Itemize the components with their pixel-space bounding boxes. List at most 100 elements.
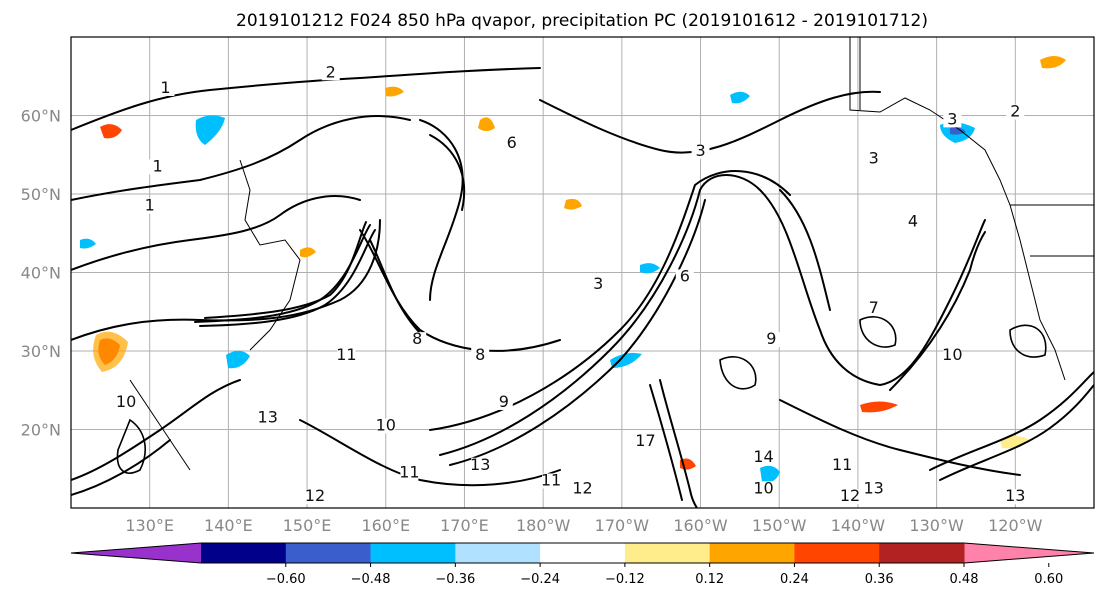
lat-tick-label: 30°N	[21, 342, 61, 361]
contour-label-bg	[156, 80, 175, 96]
contour-line	[71, 194, 361, 271]
contour-line	[779, 189, 831, 311]
contour-label-bg	[400, 465, 419, 481]
contour-label: 17	[635, 431, 655, 450]
shade-negative	[226, 350, 250, 369]
contour-label: 13	[470, 455, 490, 474]
colorbar-extend-max	[964, 543, 1094, 563]
colorbar-segment	[879, 543, 965, 563]
contour-label: 1	[145, 196, 155, 215]
shade-positive-high	[100, 124, 122, 139]
contour-closed	[116, 418, 146, 474]
contour-label-bg	[841, 489, 860, 505]
contour-label: 14	[753, 447, 773, 466]
colorbar-tick-label: 0.12	[695, 572, 724, 587]
contour-line	[429, 170, 791, 431]
colorbar-tick-label: −0.36	[435, 572, 475, 587]
contour-label-bg	[1006, 104, 1025, 120]
map-frame	[70, 36, 1095, 509]
lon-tick-label: 180°W	[516, 516, 571, 535]
colorbar-segment	[794, 543, 880, 563]
contour-label: 7	[869, 298, 879, 317]
contour-label: 3	[947, 109, 957, 128]
lon-tick-label: 130°E	[125, 516, 174, 535]
contour-line	[71, 379, 241, 481]
colorbar-tick-label: −0.12	[605, 572, 645, 587]
lon-tick-label: 160°E	[361, 516, 410, 535]
contour-label-bg	[943, 347, 962, 363]
contour-label-bg	[636, 434, 655, 450]
contour-label-bg	[864, 151, 883, 167]
shade-positive	[564, 198, 582, 210]
contour-label-bg	[408, 332, 427, 348]
contour-label: 8	[412, 329, 422, 348]
contour-line	[889, 231, 986, 391]
contour-label-bg	[573, 481, 592, 497]
contour-label: 11	[399, 463, 419, 482]
contour-label-bg	[337, 347, 356, 363]
contour-line	[71, 219, 381, 341]
contour-label: 3	[869, 149, 879, 168]
colorbar-extend-min	[71, 543, 201, 563]
colorbar-tick-label: 0.36	[865, 572, 894, 587]
colorbar-segment	[540, 543, 626, 563]
contour-line	[539, 90, 881, 154]
contour-label: 8	[475, 345, 485, 364]
contour-closed	[719, 356, 757, 390]
contour-label: 12	[305, 486, 325, 505]
contour-label: 13	[1005, 486, 1025, 505]
contour-label: 11	[541, 470, 561, 489]
lon-tick-label: 150°E	[283, 516, 332, 535]
contour-label-bg	[376, 418, 395, 434]
coastline-asia-south	[129, 379, 191, 471]
contour-label: 4	[908, 211, 918, 230]
precipitation-pc-shading	[80, 56, 1066, 483]
contour-line	[449, 199, 706, 466]
contour-label: 3	[593, 274, 603, 293]
contour-label-bg	[904, 214, 923, 230]
contour-label: 12	[840, 486, 860, 505]
contour-label: 13	[863, 478, 883, 497]
contour-label: 2	[326, 62, 336, 81]
contour-label-bg	[258, 410, 277, 426]
colorbar: −0.60 −0.48 −0.36 −0.24 −0.12 0.12 0.24 0.36 0.4…	[70, 542, 1095, 587]
contour-label: 10	[942, 345, 962, 364]
shade-positive	[93, 331, 128, 372]
colorbar-tick-label: 0.60	[1034, 572, 1063, 587]
contour-label: 10	[376, 416, 396, 435]
lon-tick-label: 160°W	[673, 516, 728, 535]
shade-positive	[385, 86, 404, 97]
shade-negative	[195, 115, 225, 145]
shade-negative-strong	[950, 127, 966, 135]
contour-line	[819, 219, 986, 386]
contour-line	[204, 221, 367, 319]
chart-title: 2019101212 F024 850 hPa qvapor, precipit…	[236, 11, 928, 31]
lon-tick-label: 140°E	[204, 516, 253, 535]
contour-label: 3	[695, 141, 705, 160]
colorbar-segment	[370, 543, 456, 563]
contour-label: 10	[116, 392, 136, 411]
contour-label: 12	[572, 478, 592, 497]
contour-label: 6	[680, 266, 690, 285]
contour-label-bg	[691, 143, 710, 159]
lon-tick-label: 170°W	[595, 516, 650, 535]
coastline-west-coast	[1009, 204, 1066, 381]
contour-line	[369, 239, 426, 339]
contour-label: 2	[1010, 102, 1020, 121]
contour-line	[439, 174, 821, 456]
contour-line	[299, 419, 561, 487]
contour-label-bg	[943, 112, 962, 128]
colorbar-tick-label: 0.24	[780, 572, 809, 587]
colorbar-segment	[624, 543, 711, 563]
shade-negative	[80, 238, 96, 249]
lon-tick-label: 170°E	[440, 516, 489, 535]
lon-tick-label: 140°W	[831, 516, 886, 535]
longitude-labels: 130°E 140°E 150°E 160°E 170°E 180°W 170°W 160°W…	[125, 516, 1042, 535]
colorbar-segment	[455, 543, 541, 563]
contour-label: 11	[832, 455, 852, 474]
contour-label-bg	[494, 394, 513, 410]
contour-line	[199, 229, 376, 327]
latitude-labels: 60°N 50°N 40°N 30°N 20°N	[21, 107, 61, 440]
contour-label-bg	[321, 65, 340, 81]
